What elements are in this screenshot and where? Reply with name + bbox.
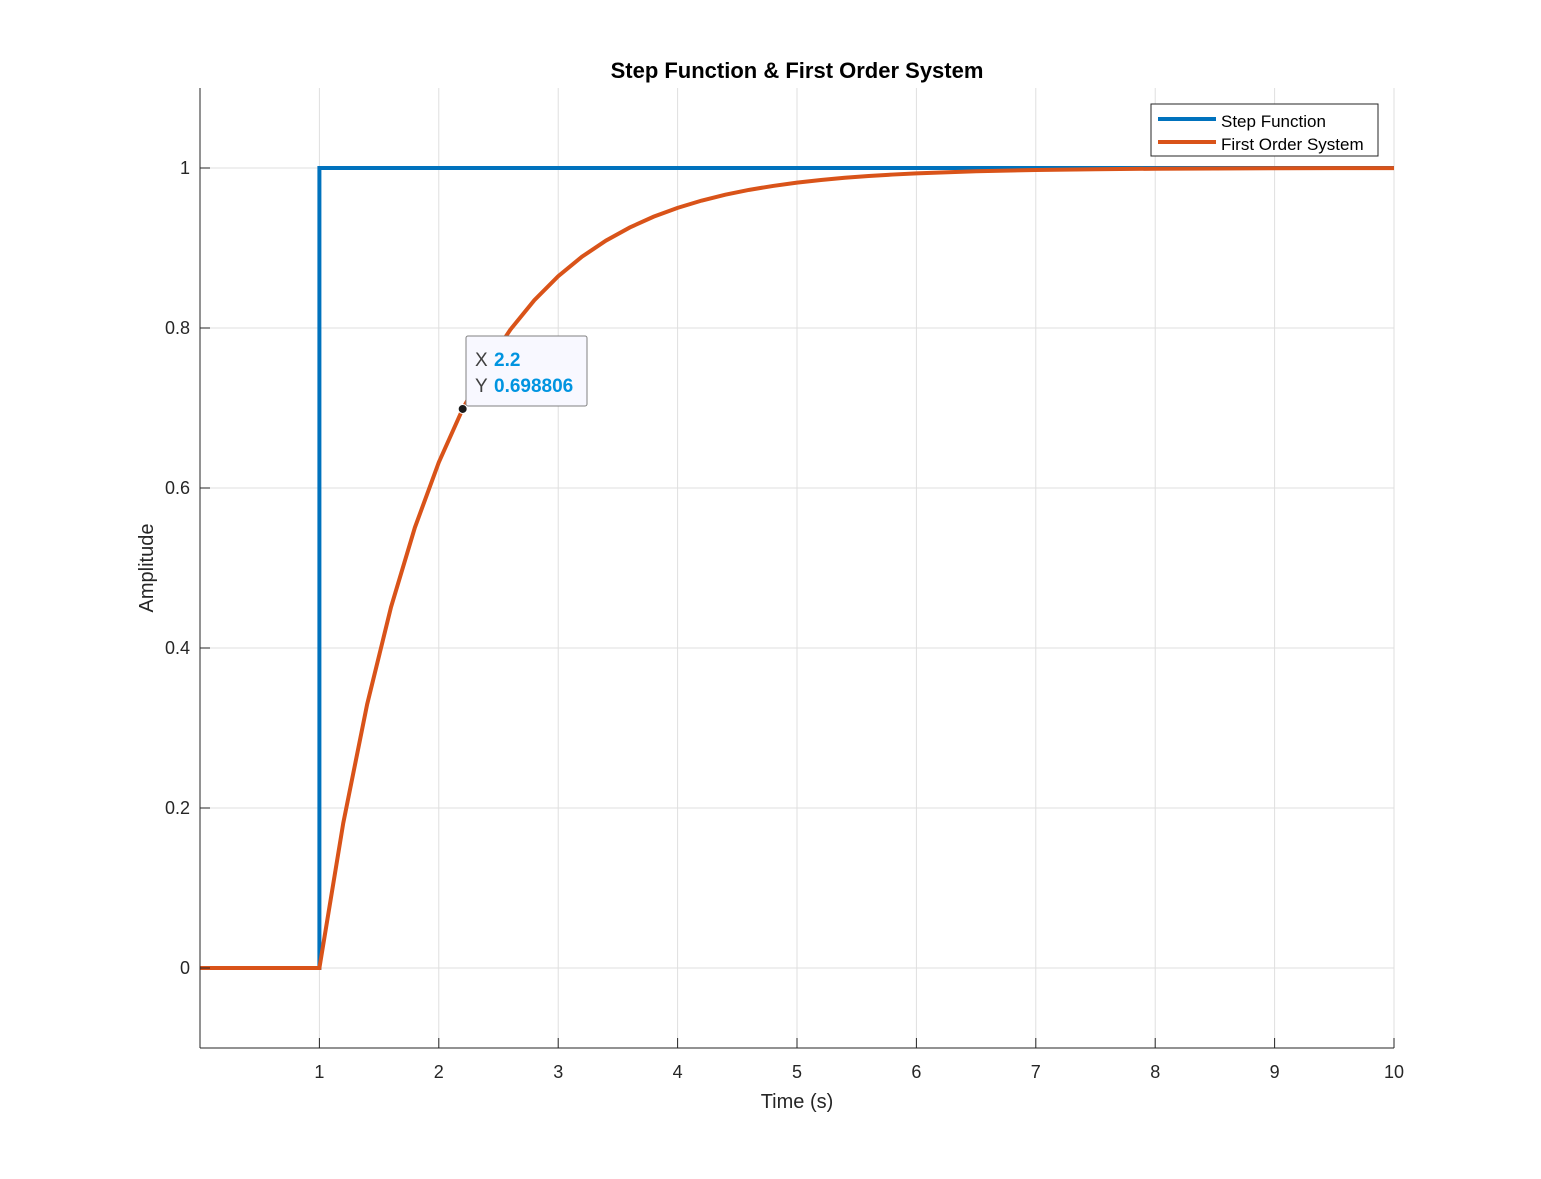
x-tick-label: 9 — [1270, 1062, 1280, 1082]
y-tick-label: 0.2 — [165, 798, 190, 818]
y-ticks: 0 0.2 0.4 0.6 0.8 1 — [165, 158, 210, 978]
x-axis-label: Time (s) — [761, 1091, 834, 1113]
y-tick-label: 0.4 — [165, 638, 190, 658]
x-tick-label: 3 — [553, 1062, 563, 1082]
legend-box — [1150, 103, 1379, 157]
y-axis-label: Amplitude — [136, 524, 158, 613]
legend-label-first-order-system: First Order System — [1221, 135, 1364, 154]
y-tick-label: 0.6 — [165, 478, 190, 498]
x-ticks: 1 2 3 4 5 6 7 8 9 10 — [314, 1038, 1404, 1082]
datatip-x-key: X — [475, 350, 488, 371]
x-tick-label: 2 — [434, 1062, 444, 1082]
series-line-first-order-system[interactable] — [200, 166, 1395, 970]
legend-label-step-function: Step Function — [1221, 112, 1326, 131]
x-tick-label: 7 — [1031, 1062, 1041, 1082]
datatip-box — [465, 335, 588, 407]
y-tick-label: 0 — [180, 958, 190, 978]
y-tick-label: 1 — [180, 158, 190, 178]
y-tick-label: 0.8 — [165, 318, 190, 338]
datatip-marker[interactable] — [457, 403, 468, 414]
x-tick-label: 8 — [1150, 1062, 1160, 1082]
datatip[interactable]: X 2.2 Y 0.698806 — [457, 335, 588, 414]
legend[interactable]: Step Function First Order System — [1150, 103, 1379, 157]
series-layer — [200, 166, 1395, 970]
x-tick-label: 1 — [314, 1062, 324, 1082]
x-tick-label: 4 — [673, 1062, 683, 1082]
chart-title: Step Function & First Order System — [611, 58, 984, 83]
x-tick-label: 6 — [911, 1062, 921, 1082]
datatip-y-value: 0.698806 — [494, 376, 573, 397]
datatip-y-key: Y — [475, 376, 488, 397]
x-tick-label: 5 — [792, 1062, 802, 1082]
datatip-x-value: 2.2 — [494, 350, 520, 371]
x-tick-label: 10 — [1384, 1062, 1404, 1082]
